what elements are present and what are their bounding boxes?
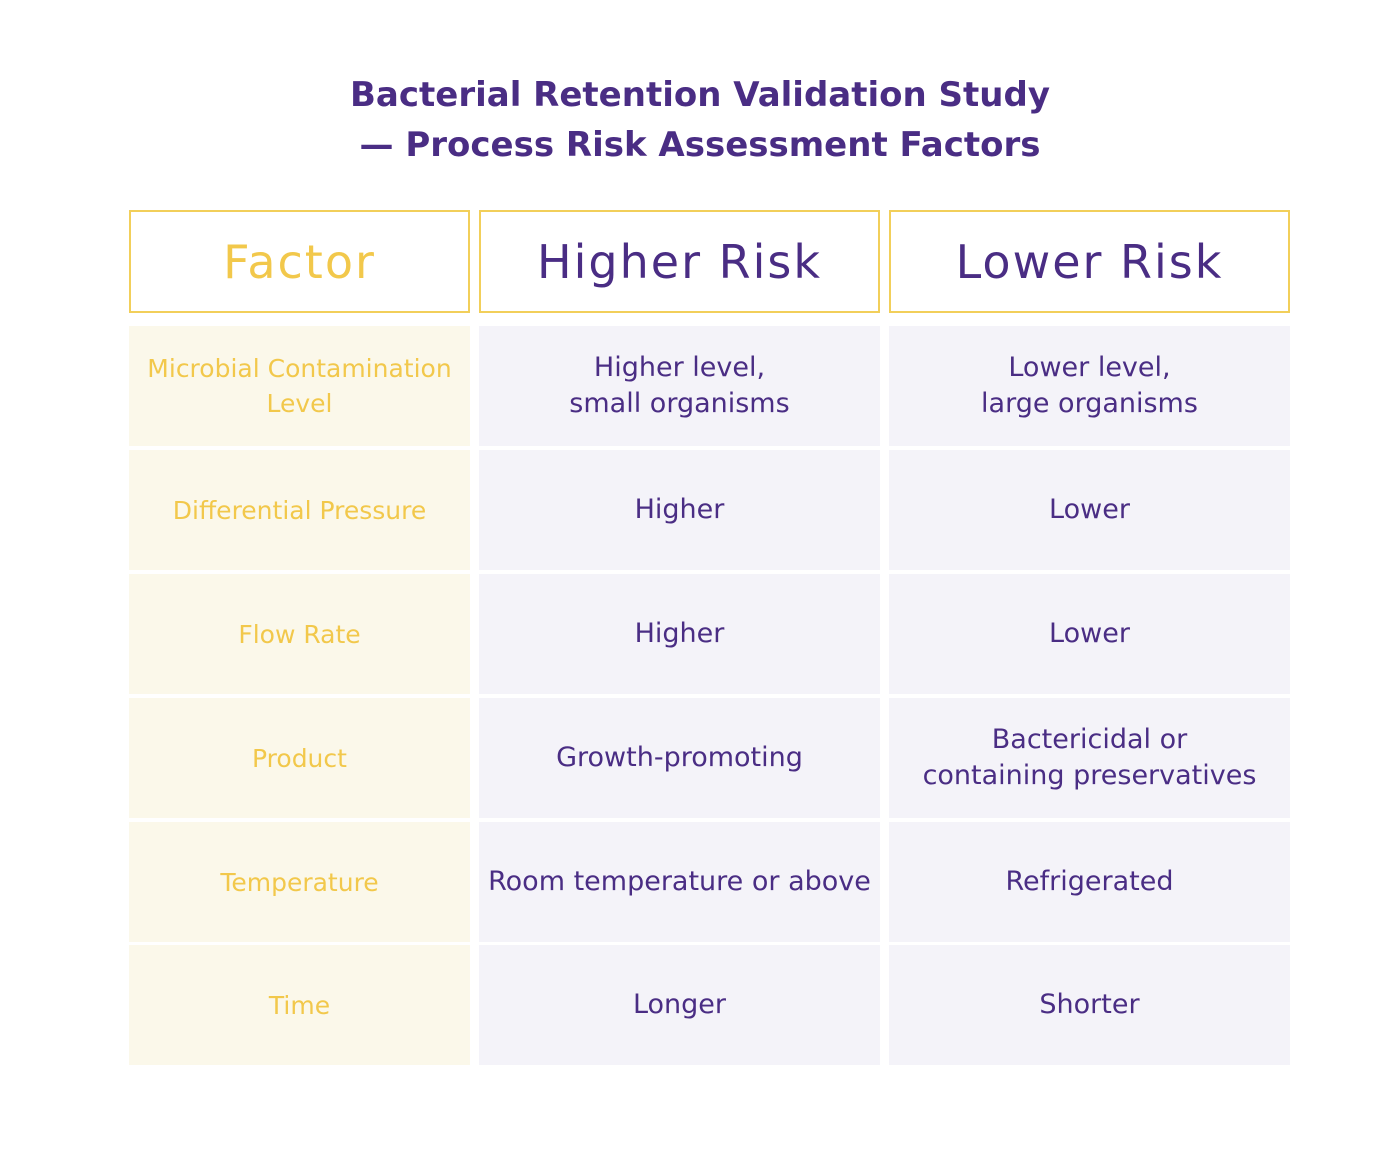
higher-risk-cell-line: small organisms <box>569 388 790 419</box>
factor-cell-line: Level <box>266 389 333 418</box>
higher-risk-cell: Longer <box>479 945 880 1065</box>
page-title: Bacterial Retention Validation Study — P… <box>0 70 1400 170</box>
title-line-2: — Process Risk Assessment Factors <box>359 125 1041 165</box>
factor-cell: Differential Pressure <box>129 450 470 570</box>
higher-risk-cell: Higher level, small organisms <box>479 326 880 446</box>
factor-cell-line: Product <box>252 743 347 773</box>
lower-risk-cell: Lower <box>889 574 1290 694</box>
lower-risk-cell-line: Lower <box>1049 618 1130 649</box>
lower-risk-cell-line: Bactericidal or <box>991 724 1188 755</box>
higher-risk-cell: Higher <box>479 574 880 694</box>
header-lower-risk: Lower Risk <box>889 210 1290 313</box>
factor-cell-line: Microbial Contamination <box>147 354 452 383</box>
factor-cell-line: Time <box>268 990 331 1020</box>
higher-risk-cell-line: Room temperature or above <box>488 866 871 897</box>
lower-risk-cell-line: Lower <box>1049 494 1130 525</box>
lower-risk-cell-line: Refrigerated <box>1005 866 1174 897</box>
header-factor: Factor <box>129 210 470 313</box>
lower-risk-cell-line: Shorter <box>1039 989 1140 1020</box>
factor-cell: Temperature <box>129 822 470 942</box>
higher-risk-cell-line: Higher <box>634 618 725 649</box>
lower-risk-cell-line: large organisms <box>981 388 1198 419</box>
lower-risk-cell-line: Lower level, <box>1008 352 1171 383</box>
lower-risk-cell-line: containing preservatives <box>922 760 1257 791</box>
title-line-1: Bacterial Retention Validation Study <box>350 75 1050 115</box>
factor-cell-line: Differential Pressure <box>172 495 427 525</box>
factor-cell: Microbial Contamination Level <box>129 326 470 446</box>
factor-cell: Product <box>129 698 470 818</box>
higher-risk-cell: Room temperature or above <box>479 822 880 942</box>
lower-risk-cell: Refrigerated <box>889 822 1290 942</box>
higher-risk-cell: Higher <box>479 450 880 570</box>
header-higher-risk: Higher Risk <box>479 210 880 313</box>
lower-risk-cell: Shorter <box>889 945 1290 1065</box>
factor-cell: Flow Rate <box>129 574 470 694</box>
lower-risk-cell: Lower <box>889 450 1290 570</box>
higher-risk-cell-line: Higher <box>634 494 725 525</box>
higher-risk-cell-line: Growth-promoting <box>556 742 803 773</box>
lower-risk-cell: Lower level, large organisms <box>889 326 1290 446</box>
higher-risk-cell-line: Longer <box>632 989 727 1020</box>
higher-risk-cell-line: Higher level, <box>593 352 766 383</box>
lower-risk-cell: Bactericidal or containing preservatives <box>889 698 1290 818</box>
higher-risk-cell: Growth-promoting <box>479 698 880 818</box>
factor-cell: Time <box>129 945 470 1065</box>
factor-cell-line: Temperature <box>220 867 379 897</box>
factor-cell-line: Flow Rate <box>238 619 361 649</box>
